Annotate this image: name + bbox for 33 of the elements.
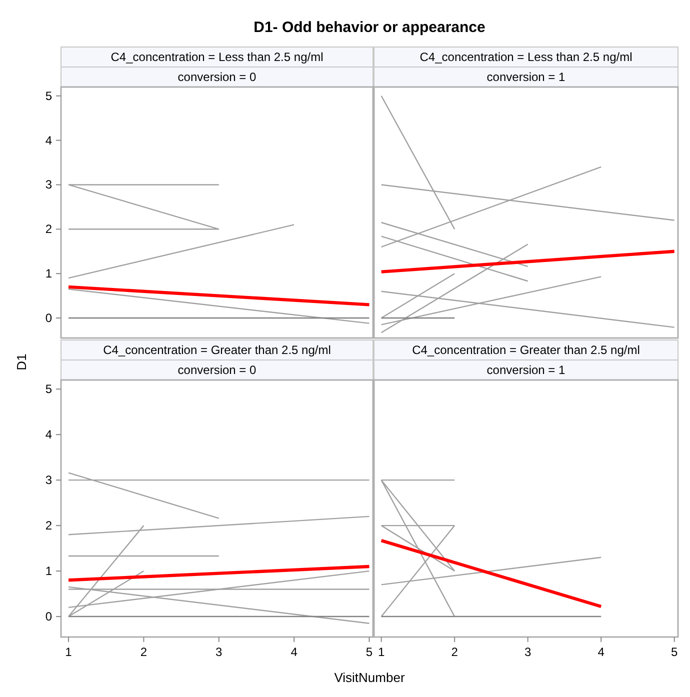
x-tick-label: 4: [290, 645, 298, 659]
y-axis-title: D1: [14, 354, 29, 370]
text: D1- Odd behavior or appearance: [254, 19, 486, 36]
x-axis-title: VisitNumber: [334, 670, 406, 685]
y-tick-label: 0: [45, 311, 52, 326]
y-tick-label: 3: [45, 473, 52, 488]
x-tick-label: 3: [524, 645, 532, 659]
chart-subtitle: conversion = 0: [178, 70, 257, 84]
x-tick-label: 3: [216, 645, 223, 659]
chart-subtitle: conversion = 1: [486, 363, 566, 377]
chart-title: C4_concentration = Greater than 2.5 ng/ml: [103, 343, 331, 357]
y-tick-label: 1: [45, 266, 52, 281]
chart-title: C4_concentration = Greater than 2.5 ng/ml: [412, 343, 640, 357]
x-tick-label: 2: [140, 645, 148, 659]
y-tick-label: 1: [45, 564, 52, 578]
y-tick-label: 5: [45, 88, 52, 103]
y-tick-label: 4: [45, 133, 52, 148]
chart-title: C4_concentration = Less than 2.5 ng/ml: [420, 50, 632, 64]
y-tick-label: 5: [45, 382, 52, 396]
y-tick-label: 3: [45, 178, 52, 192]
y-tick-label: 4: [45, 428, 52, 442]
x-tick-label: 2: [451, 645, 458, 659]
chart-subtitle: conversion = 1: [486, 70, 566, 84]
chart-title: C4_concentration = Less than 2.5 ng/ml: [110, 50, 324, 64]
x-tick-label: 1: [65, 645, 72, 659]
x-tick-label: 5: [670, 645, 678, 659]
x-tick-label: 4: [598, 645, 605, 659]
x-tick-label: 5: [366, 645, 373, 659]
y-tick-label: 0: [45, 610, 52, 624]
y-tick-label: 2: [45, 518, 52, 533]
x-tick-label: 1: [378, 645, 385, 659]
y-tick-label: 2: [45, 222, 52, 236]
chart-subtitle: conversion = 0: [178, 363, 257, 377]
